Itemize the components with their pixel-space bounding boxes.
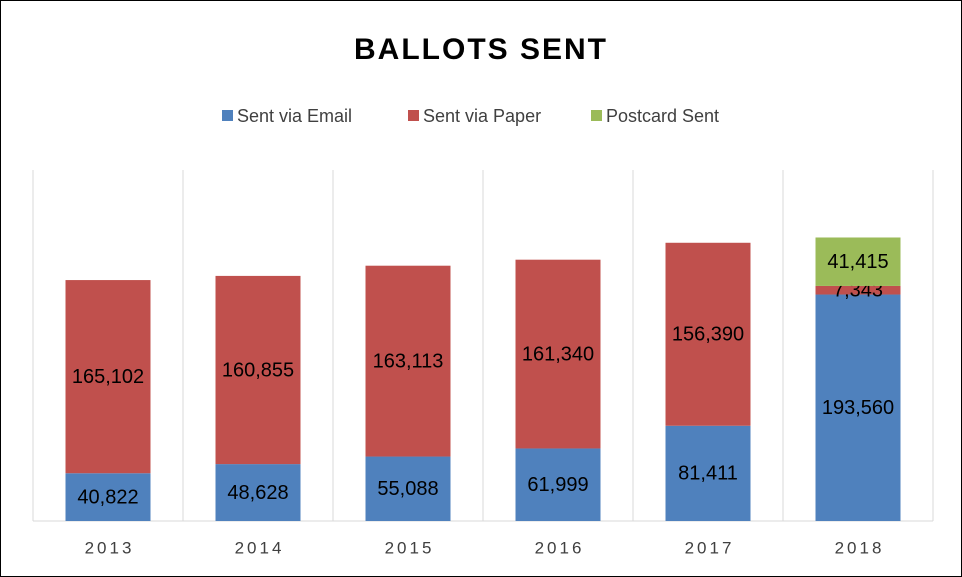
data-label: 156,390 — [672, 324, 744, 346]
bar-segment — [65, 280, 151, 474]
data-label: 61,999 — [527, 474, 588, 496]
data-label: 48,628 — [227, 482, 288, 504]
data-label: 40,822 — [77, 486, 138, 508]
data-label: 41,415 — [827, 251, 888, 273]
bar-segment — [515, 259, 601, 449]
bar-segment — [815, 237, 901, 286]
x-tick-label: 2016 — [535, 538, 585, 557]
bar-segment — [215, 464, 301, 521]
data-label: 81,411 — [678, 463, 738, 485]
x-tick-label: 2013 — [85, 538, 135, 557]
data-label: 163,113 — [373, 350, 444, 372]
legend-swatch — [591, 110, 602, 121]
data-label: 193,560 — [822, 397, 894, 419]
data-label: 160,855 — [222, 359, 294, 381]
x-tick-label: 2018 — [835, 538, 885, 557]
x-tick-label: 2017 — [685, 538, 735, 557]
legend-swatch — [222, 110, 233, 121]
legend-label: Sent via Email — [237, 106, 352, 126]
chart-title: BALLOTS SENT — [354, 33, 608, 66]
bar-segment — [665, 242, 751, 426]
bar-segment — [815, 294, 901, 521]
bar-segment — [365, 456, 451, 521]
x-tick-label: 2014 — [235, 538, 285, 557]
legend-label: Postcard Sent — [606, 106, 719, 126]
legend-label: Sent via Paper — [423, 106, 541, 126]
data-label: 55,088 — [377, 478, 438, 500]
legend-swatch — [408, 110, 419, 121]
bar-segment — [515, 448, 601, 521]
x-tick-label: 2015 — [385, 538, 435, 557]
data-label: 161,340 — [522, 343, 594, 365]
bar-segment — [215, 275, 301, 465]
bar-segment — [815, 285, 901, 295]
bar-segment — [365, 265, 451, 457]
data-label: 165,102 — [72, 366, 144, 388]
bar-segment — [665, 425, 751, 521]
bar-segment — [65, 473, 151, 521]
